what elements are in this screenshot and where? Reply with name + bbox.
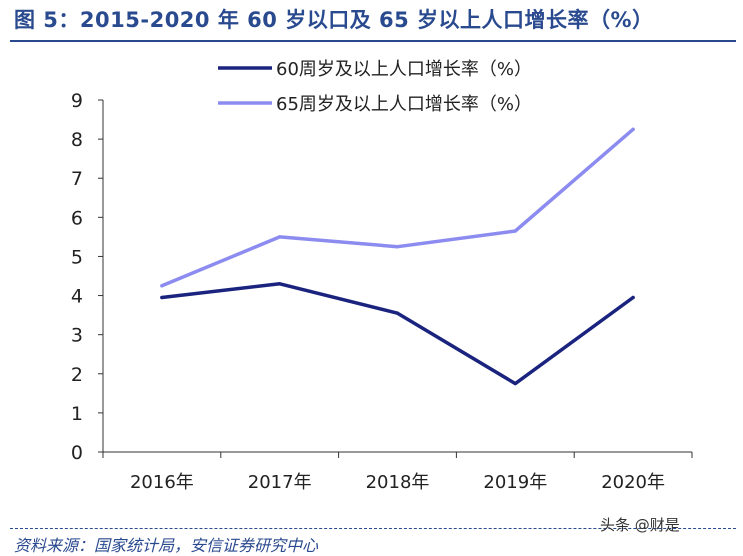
- chart-legend: 60周岁及以上人口增长率（%） 65周岁及以上人口增长率（%）: [218, 59, 532, 115]
- source-divider: [10, 528, 736, 529]
- y-tick-label: 2: [71, 364, 83, 386]
- x-tick-label: 2016年: [130, 472, 194, 493]
- y-tick-label: 8: [71, 129, 83, 151]
- y-tick-label: 9: [71, 90, 83, 112]
- series-2-point: [160, 284, 164, 288]
- series-2-point: [513, 229, 517, 233]
- x-tick-label: 2018年: [366, 472, 430, 493]
- watermark: 头条 @财是: [600, 516, 680, 534]
- x-tick-label: 2020年: [601, 472, 665, 493]
- series-2-point: [631, 127, 635, 131]
- y-tick-label: 0: [71, 442, 83, 464]
- y-tick-label: 7: [71, 168, 83, 190]
- series-1-point: [160, 295, 164, 300]
- legend-label-2: 65周岁及以上人口增长率（%）: [276, 94, 532, 115]
- series-line-1: [160, 282, 635, 386]
- y-tick-label: 5: [71, 246, 83, 268]
- y-tick-label: 4: [71, 286, 83, 308]
- chart-axes: [102, 100, 692, 453]
- x-tick-label: 2017年: [248, 472, 312, 493]
- title-divider: [10, 40, 736, 42]
- source-note: 资料来源：国家统计局，安信证券研究中心: [14, 536, 319, 555]
- series-2-point: [278, 235, 282, 239]
- series-line-2: [160, 127, 635, 288]
- y-tick-label: 3: [71, 325, 83, 347]
- y-tick-label: 6: [71, 207, 83, 229]
- series-1-point: [395, 311, 400, 315]
- x-tick-label: 2019年: [483, 472, 547, 493]
- y-tick-label: 1: [71, 403, 83, 425]
- series-1-point: [513, 381, 517, 386]
- series-1-point: [278, 282, 282, 286]
- chart-lines: [160, 127, 635, 386]
- figure-title: 图 5：2015-2020 年 60 岁以口及 65 岁以上人口增长率（%）: [14, 8, 654, 32]
- legend-label-1: 60周岁及以上人口增长率（%）: [276, 59, 532, 80]
- series-1-point: [631, 295, 635, 300]
- chart-ticks: 0 1 2 3 4 5 6 7 8 9 2016年 2017年 2018年 2019年 2020年: [71, 90, 693, 493]
- series-2-point: [395, 245, 400, 249]
